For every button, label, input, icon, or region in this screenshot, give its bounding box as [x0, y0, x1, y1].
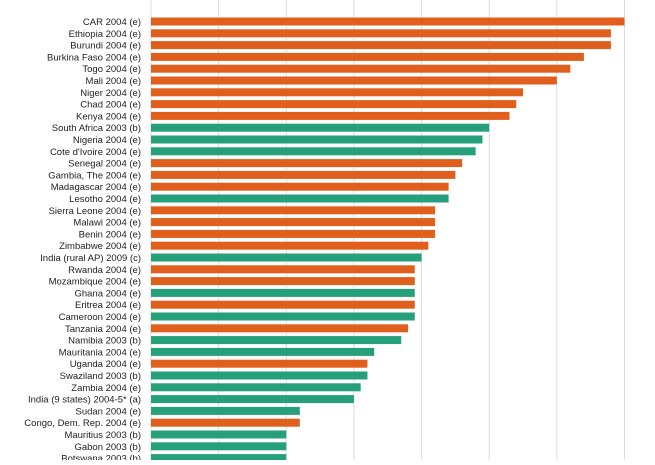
bar: [151, 52, 584, 61]
category-label: Sudan 2004 (e): [76, 406, 142, 417]
category-label: Cameroon 2004 (e): [59, 312, 141, 323]
category-label: India (rural AP) 2009 (c): [40, 253, 141, 264]
bar: [151, 159, 463, 168]
category-label: Zambia 2004 (e): [71, 383, 141, 394]
bar: [151, 265, 415, 274]
bar: [151, 418, 300, 427]
bar: [151, 253, 422, 262]
bar: [151, 359, 368, 368]
bar: [151, 29, 611, 38]
category-label: Zimbabwe 2004 (e): [59, 241, 141, 252]
category-label: Swaziland 2003 (b): [60, 371, 141, 382]
bar: [151, 300, 415, 309]
bar: [151, 147, 476, 156]
bar: [151, 395, 354, 404]
bars: [151, 17, 625, 463]
category-label: Lesotho 2004 (e): [69, 194, 141, 205]
category-label: Namibia 2003 (b): [68, 336, 141, 347]
category-label: India (9 states) 2004-5* (a): [28, 395, 141, 406]
category-label: Chad 2004 (e): [80, 100, 141, 111]
bar: [151, 229, 436, 238]
category-label: Botswana 2003 (b): [61, 454, 141, 460]
bar: [151, 288, 415, 297]
bar: [151, 76, 557, 85]
category-label: Senegal 2004 (e): [68, 159, 141, 170]
category-label: Eritrea 2004 (e): [75, 300, 141, 311]
category-label: South Africa 2003 (b): [52, 123, 141, 134]
bar: [151, 406, 300, 415]
bar: [151, 88, 524, 97]
bar: [151, 17, 625, 26]
bar: [151, 135, 483, 144]
category-label: Ghana 2004 (e): [74, 288, 141, 299]
category-label: Benin 2004 (e): [79, 229, 141, 240]
category-label: Mauritius 2003 (b): [64, 430, 141, 441]
bar: [151, 218, 436, 227]
bar: [151, 312, 415, 321]
category-label: Nigeria 2004 (e): [73, 135, 141, 146]
bar: [151, 123, 490, 132]
category-label: Malawi 2004 (e): [73, 218, 141, 229]
bar: [151, 430, 287, 439]
bar: [151, 347, 375, 356]
category-label: CAR 2004 (e): [83, 17, 141, 28]
category-label: Kenya 2004 (e): [76, 111, 141, 122]
category-label: Mozambique 2004 (e): [49, 277, 141, 288]
category-label: Burkina Faso 2004 (e): [47, 52, 141, 63]
bar: [151, 277, 415, 286]
category-label: Gabon 2003 (b): [74, 442, 141, 453]
bar: [151, 41, 611, 50]
bar: [151, 371, 368, 380]
category-label: Mali 2004 (e): [86, 76, 141, 87]
category-label: Niger 2004 (e): [80, 88, 141, 99]
category-label: Ethiopia 2004 (e): [69, 29, 141, 40]
category-label: Tanzania 2004 (e): [65, 324, 141, 335]
category-label: Sierra Leone 2004 (e): [49, 206, 141, 217]
bar: [151, 100, 517, 109]
bar: [151, 182, 449, 191]
category-label: Uganda 2004 (e): [70, 359, 141, 370]
category-label: Congo, Dem. Rep. 2004 (e): [24, 418, 141, 429]
bar: [151, 336, 402, 345]
category-label: Mauritania 2004 (e): [59, 347, 141, 358]
bar: [151, 194, 449, 203]
bar: [151, 64, 571, 73]
category-label: Burundi 2004 (e): [70, 41, 141, 52]
bar: [151, 442, 287, 451]
category-label: Gambia, The 2004 (e): [48, 170, 141, 181]
category-label: Rwanda 2004 (e): [68, 265, 141, 276]
bar: [151, 111, 510, 120]
category-labels: CAR 2004 (e)Ethiopia 2004 (e)Burundi 200…: [24, 17, 142, 465]
bar: [151, 170, 456, 179]
category-label: Togo 2004 (e): [82, 64, 141, 75]
category-label: Madagascar 2004 (e): [51, 182, 141, 193]
bar: [151, 241, 429, 250]
bar: [151, 206, 436, 215]
bar: [151, 454, 287, 463]
bar: [151, 383, 361, 392]
category-label: Cote d'Ivoire 2004 (e): [50, 147, 141, 158]
bar: [151, 324, 409, 333]
